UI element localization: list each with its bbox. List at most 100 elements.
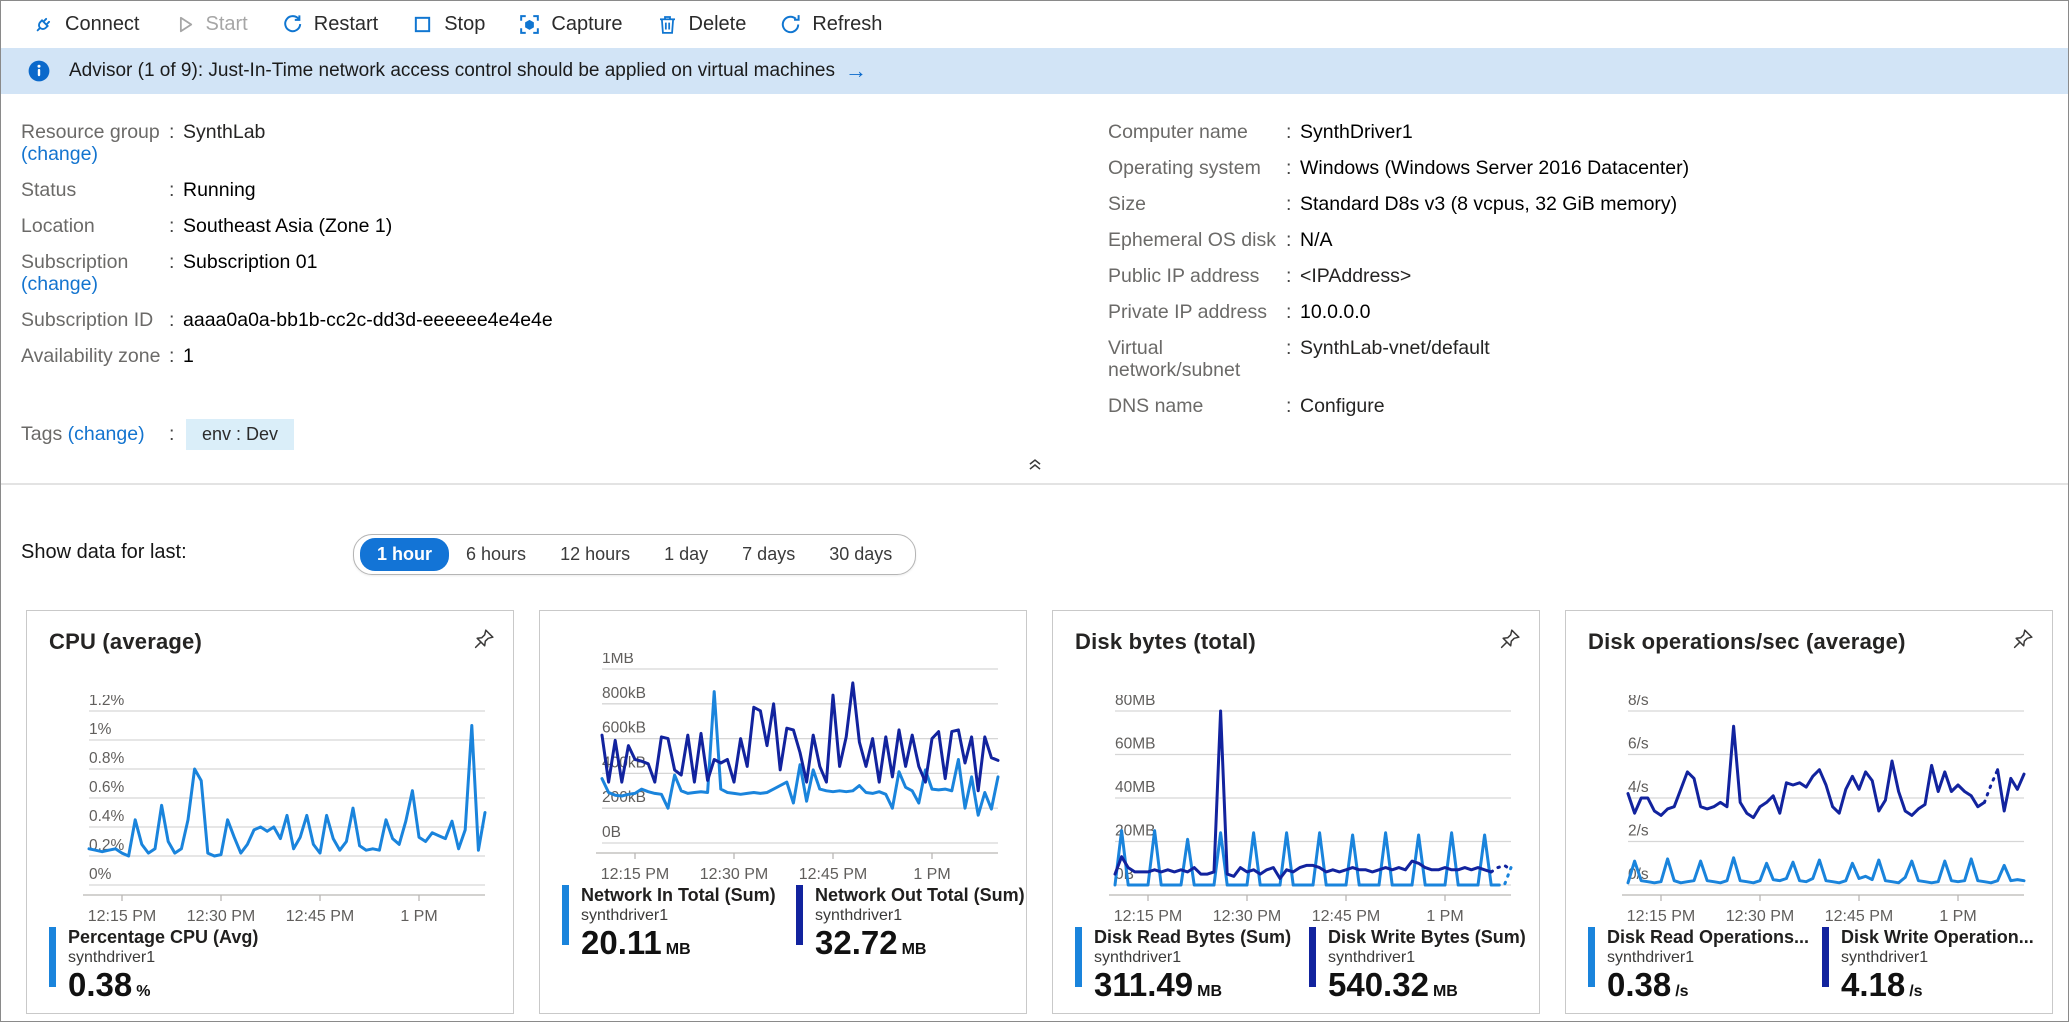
- card-title: Disk operations/sec (average): [1588, 629, 1906, 654]
- legend-value: 20.11 MB: [581, 924, 691, 961]
- time-range-option-30-days[interactable]: 30 days: [812, 538, 909, 571]
- y-axis-tick-label: 0.8%: [89, 750, 125, 767]
- toolbar-button-capture[interactable]: Capture: [501, 1, 638, 48]
- legend-metric-name: Disk Read Bytes (Sum): [1094, 927, 1292, 947]
- toolbar: Connect Start Restart Stop Capture Delete Refr…: [1, 1, 2068, 48]
- toolbar-button-restart[interactable]: Restart: [264, 1, 394, 48]
- chart-legend: Disk Read Bytes (Sum) synthdriver1 311.49 M…: [1075, 927, 1533, 1010]
- detail-colon: :: [169, 215, 175, 237]
- detail-row-location: Location: Southeast Asia (Zone 1): [21, 215, 553, 237]
- info-circle-icon: [28, 60, 50, 82]
- chart-plot: 80MB 60MB 40MB 20MB 0B 12:15 PM 12:30 PM 12:45 …: [1109, 695, 1513, 925]
- restart-icon: [284, 15, 301, 33]
- pin-icon: [2013, 628, 2033, 648]
- detail-value-link[interactable]: Configure: [1300, 395, 1385, 417]
- tags-change-link[interactable]: (change): [67, 423, 145, 445]
- legend-color-bar: [49, 927, 56, 987]
- series-line-disk-write-operation: [1982, 768, 2000, 804]
- detail-value: aaaa0a0a-bb1b-cc2c-dd3d-eeeeee4e4e4e: [183, 309, 553, 331]
- legend-color-bar: [1075, 927, 1082, 987]
- metric-card-cpu-average[interactable]: CPU (average) 1.2% 1% 0.8% 0.6% 0.4% 0.2% 0% 12:…: [26, 610, 514, 1014]
- legend-item: Disk Read Bytes (Sum) synthdriver1 311.49 M…: [1075, 927, 1299, 1010]
- time-range-option-1-hour[interactable]: 1 hour: [360, 538, 450, 571]
- detail-value-link[interactable]: SynthLab: [183, 121, 266, 143]
- x-axis-tick-label: 12:15 PM: [88, 908, 156, 925]
- change-link[interactable]: (change): [21, 143, 98, 165]
- advisor-arrow-icon[interactable]: →: [844, 58, 867, 83]
- series-line-disk-write-bytes-sum: [1489, 863, 1513, 874]
- detail-row-dns-name: DNS name: Configure: [1108, 395, 1689, 417]
- series-line-network-out-total-sum: [600, 681, 1000, 793]
- toolbar-button-label: Restart: [313, 13, 379, 35]
- legend-resource-name: synthdriver1: [1607, 949, 1695, 966]
- time-range-option-6-hours[interactable]: 6 hours: [449, 538, 543, 571]
- y-axis-tick-label: 0.4%: [89, 808, 125, 825]
- detail-value-link[interactable]: <IPAddress>: [1300, 265, 1412, 287]
- time-range-option-7-days[interactable]: 7 days: [725, 538, 812, 571]
- time-range-selector: 1 hour 6 hours 12 hours 1 day 7 days 30 days: [353, 534, 917, 575]
- x-axis-tick-label: 12:15 PM: [1627, 908, 1695, 925]
- collapse-essentials-button[interactable]: [1018, 451, 1052, 477]
- toolbar-button-label: Delete: [688, 13, 747, 35]
- chart-legend: Network In Total (Sum) synthdriver1 20.11 M…: [562, 885, 1025, 968]
- advisor-banner[interactable]: Advisor (1 of 9): Just-In-Time network a…: [1, 48, 2068, 94]
- pin-button[interactable]: [2008, 625, 2038, 655]
- pin-button[interactable]: [469, 625, 499, 655]
- refresh-icon: [782, 15, 800, 34]
- legend-color-bar: [562, 885, 569, 945]
- detail-value: Standard D8s v3 (8 vcpus, 32 GiB memory): [1300, 193, 1678, 215]
- toolbar-button-connect[interactable]: Connect: [15, 1, 156, 48]
- pin-button[interactable]: [1495, 625, 1525, 655]
- toolbar-button-refresh[interactable]: Refresh: [762, 1, 898, 48]
- legend-metric-name: Disk Write Operation...: [1841, 927, 2034, 947]
- change-link[interactable]: (change): [21, 273, 98, 295]
- metric-cards: CPU (average) 1.2% 1% 0.8% 0.6% 0.4% 0.2% 0% 12:…: [26, 610, 2053, 1014]
- legend-color-bar: [1588, 927, 1595, 987]
- legend-unit: MB: [665, 941, 691, 958]
- detail-colon: :: [1286, 121, 1292, 143]
- detail-colon: :: [1286, 193, 1292, 215]
- time-range-option-12-hours[interactable]: 12 hours: [543, 538, 647, 571]
- detail-row-resource-group: Resource group (change): SynthLab: [21, 121, 553, 165]
- time-range-option-1-day[interactable]: 1 day: [647, 538, 725, 571]
- detail-row-private-ip-address: Private IP address:10.0.0.0: [1108, 301, 1689, 323]
- metric-card-disk-bytes-total[interactable]: Disk bytes (total) 80MB 60MB 40MB 20MB 0B 12:1…: [1052, 610, 1540, 1014]
- y-axis-tick-label: 0B: [602, 824, 621, 841]
- y-axis-tick-label: 8/s: [1628, 695, 1649, 709]
- legend-unit: MB: [901, 941, 927, 958]
- x-axis-tick-label: 12:30 PM: [1726, 908, 1794, 925]
- x-axis-tick-label: 1 PM: [913, 866, 950, 883]
- chart-legend: Disk Read Operations... synthdriver1 0.38/…: [1588, 927, 2046, 1010]
- metric-card-disk-operations-sec-average[interactable]: Disk operations/sec (average) 8/s 6/s 4/s 2/…: [1565, 610, 2053, 1014]
- metric-card-network[interactable]: 1MB 800kB 600kB 400kB 200kB 0B 12:15 PM 12:30 P…: [539, 610, 1027, 1014]
- y-axis-tick-label: 0B: [1115, 866, 1134, 883]
- detail-value-link[interactable]: SynthLab-vnet/default: [1300, 337, 1490, 359]
- toolbar-button-stop[interactable]: Stop: [394, 1, 501, 48]
- series-line-disk-read-operations: [1626, 856, 2026, 885]
- legend-color-bar: [796, 885, 803, 945]
- legend-resource-name: synthdriver1: [1094, 949, 1182, 966]
- detail-row-operating-system: Operating system: Windows (Windows Server…: [1108, 157, 1689, 179]
- legend-metric-name: Network Out Total (Sum): [815, 885, 1025, 905]
- details-right-column: Computer name: SynthDriver1 Operating syst…: [1108, 121, 1689, 431]
- detail-row-availability-zone: Availability zone:1: [21, 345, 553, 367]
- legend-value: 311.49 MB: [1094, 966, 1223, 1003]
- toolbar-button-delete[interactable]: Delete: [639, 1, 763, 48]
- series-line-network-in-total-sum: [600, 690, 1000, 817]
- x-axis-tick-label: 12:45 PM: [1312, 908, 1380, 925]
- detail-colon: :: [169, 121, 175, 143]
- legend-metric-name: Network In Total (Sum): [581, 885, 776, 905]
- legend-item: Disk Write Bytes (Sum) synthdriver1 540.32…: [1309, 927, 1533, 1010]
- legend-unit: %: [136, 983, 151, 1000]
- legend-item: Network In Total (Sum) synthdriver1 20.11 M…: [562, 885, 786, 968]
- chart-plot: 8/s6/s4/s2/s0/s12:15 PM 12:30 PM 12:45 PM 1…: [1622, 695, 2026, 925]
- toolbar-button-label: Stop: [444, 13, 486, 35]
- series-line-disk-write-operation: [1626, 724, 1986, 820]
- y-axis-tick-label: 1.2%: [89, 695, 125, 709]
- detail-colon: :: [169, 423, 175, 445]
- y-axis-tick-label: 1%: [89, 721, 112, 738]
- detail-row-computer-name: Computer name: SynthDriver1: [1108, 121, 1689, 143]
- legend-unit: /s: [1909, 983, 1923, 1000]
